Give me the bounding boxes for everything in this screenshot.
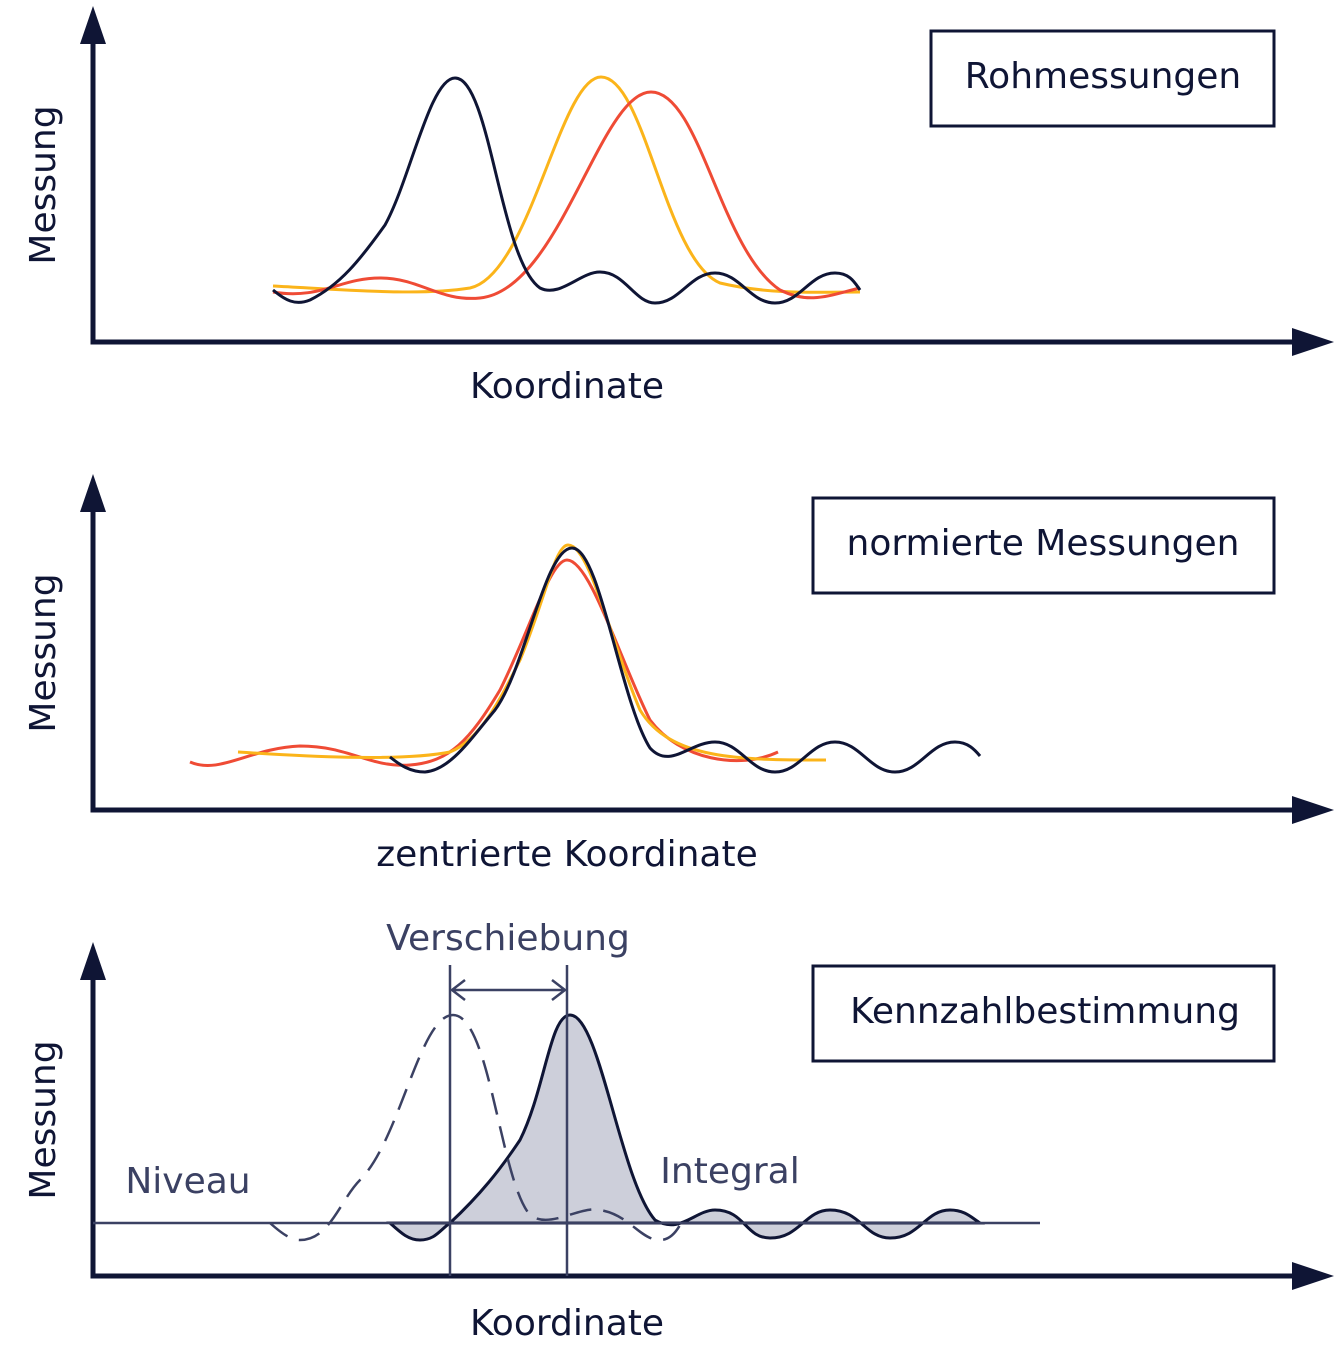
panel-normalized: normierte Messungen zentrierte Koordinat… bbox=[23, 474, 1334, 875]
panel-label: normierte Messungen bbox=[847, 523, 1240, 564]
panel-raw: Rohmessungen Koordinate Messung bbox=[23, 6, 1334, 407]
shift-arrow bbox=[449, 979, 568, 1001]
curve bbox=[189, 558, 779, 767]
axes bbox=[90, 966, 1300, 1279]
label-box bbox=[811, 496, 1276, 595]
label-box bbox=[811, 964, 1276, 1063]
y-axis-label: Messung bbox=[23, 1040, 64, 1199]
panel-label: Rohmessungen bbox=[965, 56, 1241, 97]
annotation: Niveau bbox=[125, 1161, 250, 1202]
axes bbox=[90, 30, 1300, 345]
panel-metrics: Kennzahlbestimmung Koordinate Messung Ve… bbox=[23, 918, 1334, 1344]
axes bbox=[90, 498, 1300, 813]
y-axis-label: Messung bbox=[23, 105, 64, 264]
x-axis-label: Koordinate bbox=[470, 366, 664, 407]
curve bbox=[237, 543, 827, 762]
x-axis-label: zentrierte Koordinate bbox=[376, 834, 757, 875]
curve bbox=[272, 76, 862, 305]
y-axis-label: Messung bbox=[23, 573, 64, 732]
panel-label: Kennzahlbestimmung bbox=[850, 991, 1240, 1032]
curve bbox=[272, 90, 861, 300]
curve bbox=[389, 546, 982, 774]
annotation: Verschiebung bbox=[386, 918, 630, 959]
reference-curve bbox=[269, 1013, 682, 1242]
label-box bbox=[929, 29, 1276, 128]
x-axis-label: Koordinate bbox=[470, 1303, 664, 1344]
curve bbox=[272, 75, 861, 294]
annotation: Integral bbox=[660, 1151, 799, 1192]
